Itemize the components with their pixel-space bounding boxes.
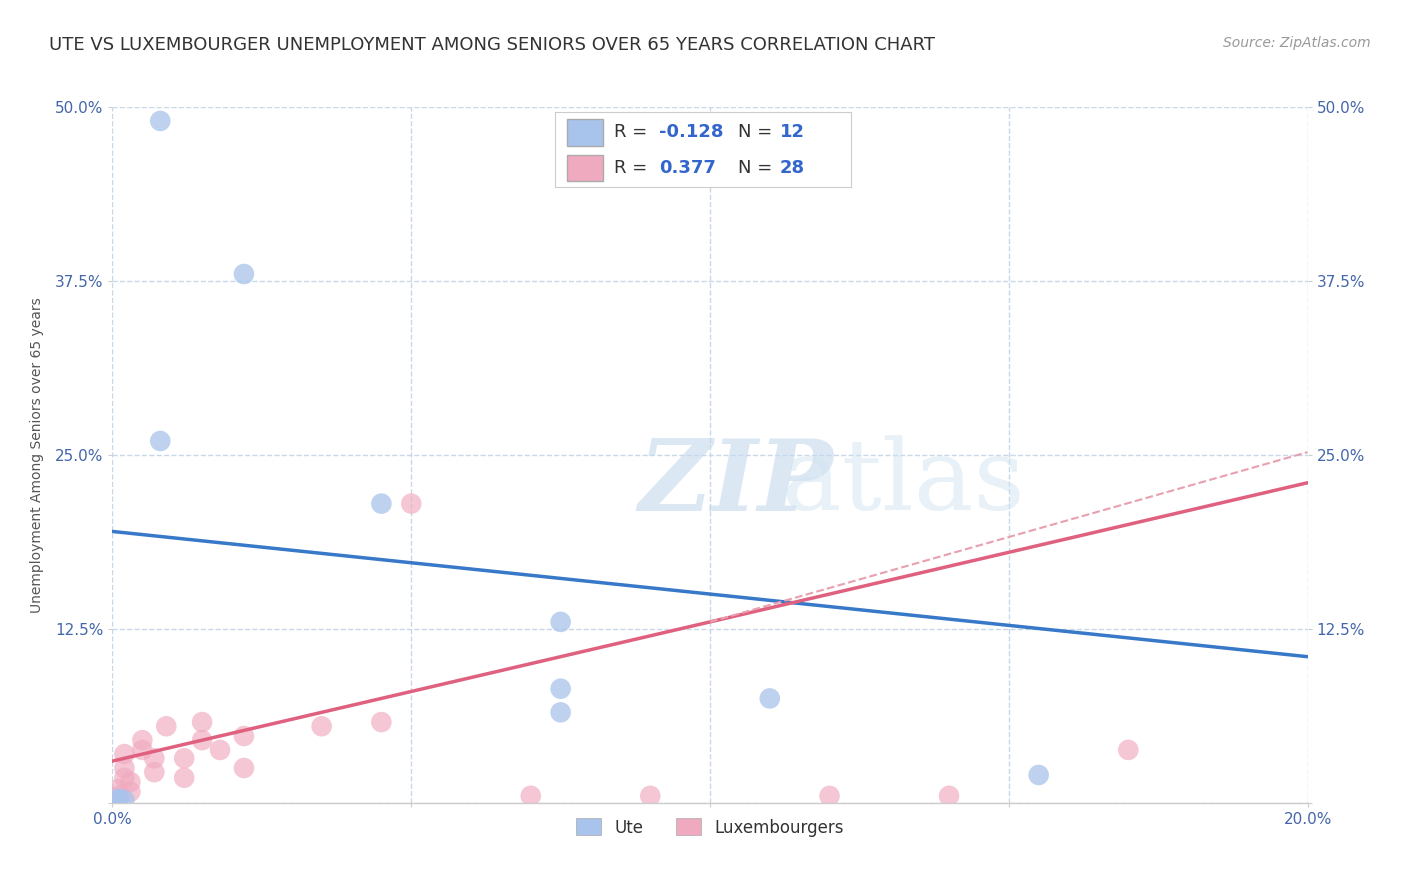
FancyBboxPatch shape xyxy=(567,154,603,181)
Point xyxy=(191,733,214,747)
Point xyxy=(520,789,543,803)
Point xyxy=(114,771,135,785)
Point xyxy=(173,771,195,785)
Point xyxy=(120,785,142,799)
Point xyxy=(233,267,256,281)
Point xyxy=(209,743,232,757)
Point xyxy=(818,789,841,803)
Point xyxy=(131,733,153,747)
Point xyxy=(233,761,256,775)
Point xyxy=(550,615,572,629)
Point xyxy=(155,719,177,733)
Text: N =: N = xyxy=(738,123,779,141)
Point xyxy=(114,747,135,761)
Point xyxy=(1028,768,1050,782)
Legend: Ute, Luxembourgers: Ute, Luxembourgers xyxy=(569,812,851,843)
Text: -0.128: -0.128 xyxy=(658,123,723,141)
Point xyxy=(550,681,572,696)
Point xyxy=(107,793,129,807)
Point xyxy=(233,729,256,743)
Text: ZIP: ZIP xyxy=(638,434,834,531)
Point xyxy=(938,789,960,803)
Point xyxy=(1118,743,1140,757)
Point xyxy=(107,789,129,803)
Point xyxy=(191,715,214,730)
Point xyxy=(173,751,195,765)
Text: R =: R = xyxy=(614,159,654,177)
Point xyxy=(114,761,135,775)
Text: 28: 28 xyxy=(780,159,804,177)
Point xyxy=(149,434,172,448)
Point xyxy=(401,497,423,511)
Point xyxy=(107,791,129,805)
Point xyxy=(143,765,166,780)
Point xyxy=(131,743,153,757)
Text: Source: ZipAtlas.com: Source: ZipAtlas.com xyxy=(1223,36,1371,50)
Text: UTE VS LUXEMBOURGER UNEMPLOYMENT AMONG SENIORS OVER 65 YEARS CORRELATION CHART: UTE VS LUXEMBOURGER UNEMPLOYMENT AMONG S… xyxy=(49,36,935,54)
FancyBboxPatch shape xyxy=(567,119,603,145)
Point xyxy=(311,719,333,733)
Point xyxy=(640,789,662,803)
Text: atlas: atlas xyxy=(782,435,1025,531)
Point xyxy=(550,706,572,720)
Text: N =: N = xyxy=(738,159,779,177)
Point xyxy=(114,793,135,807)
Point xyxy=(149,114,172,128)
Point xyxy=(107,793,129,807)
Point xyxy=(107,781,129,796)
Point xyxy=(759,691,782,706)
Text: R =: R = xyxy=(614,123,654,141)
Point xyxy=(143,751,166,765)
Point xyxy=(370,497,392,511)
Y-axis label: Unemployment Among Seniors over 65 years: Unemployment Among Seniors over 65 years xyxy=(30,297,44,613)
Text: 0.377: 0.377 xyxy=(658,159,716,177)
Point xyxy=(120,775,142,789)
Point xyxy=(370,715,392,730)
Text: 12: 12 xyxy=(780,123,804,141)
